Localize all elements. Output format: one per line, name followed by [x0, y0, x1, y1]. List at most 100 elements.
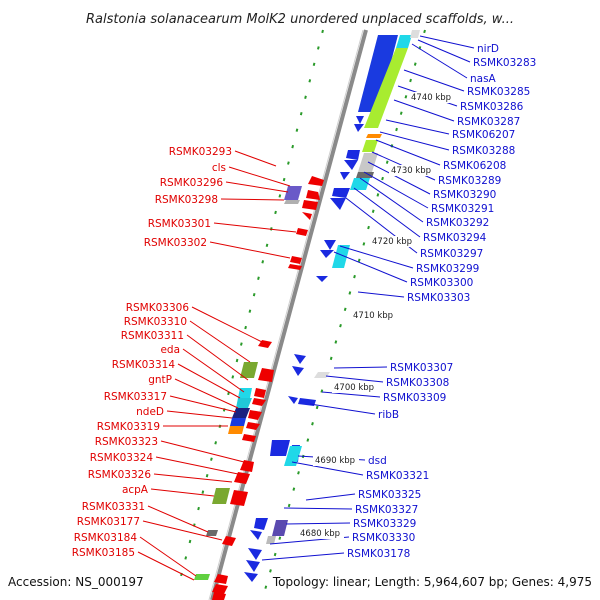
genome-backbone: [210, 29, 368, 600]
right-connector-line: [417, 39, 471, 63]
topology-summary: Topology: linear; Length: 5,964,607 bp; …: [272, 575, 592, 589]
gene-label-right[interactable]: RSMK03283: [473, 57, 536, 69]
gene-label-right[interactable]: RSMK03292: [426, 217, 489, 229]
gene-label-left[interactable]: ndeD: [136, 406, 164, 418]
gene-label-left[interactable]: RSMK03326: [88, 469, 152, 481]
right-connector-line: [309, 403, 376, 415]
left-connector-line: [166, 410, 233, 419]
gene-label-right[interactable]: RSMK03178: [347, 548, 410, 560]
track-left-ticks: [179, 29, 324, 581]
right-connector-line: [291, 461, 364, 476]
right-connector-line: [363, 171, 429, 209]
left-connector-line: [153, 473, 233, 483]
gene-label-right[interactable]: RSMK06207: [452, 129, 515, 141]
gene-label-right[interactable]: RSMK03291: [431, 203, 494, 215]
right-connector-line: [393, 99, 455, 122]
gene-label-left[interactable]: RSMK03302: [144, 237, 207, 249]
gene-label-right[interactable]: RSMK06208: [443, 160, 506, 172]
left-connector-line: [174, 378, 239, 409]
gene-label-right[interactable]: RSMK03286: [460, 101, 524, 113]
left-connector-line: [177, 363, 241, 399]
gene-label-right[interactable]: RSMK03297: [420, 248, 483, 260]
position-tick-label: 4690 kbp: [315, 456, 355, 466]
right-connector-line: [385, 119, 450, 135]
gene-label-right[interactable]: RSMK03329: [353, 518, 416, 530]
left-connector-line: [228, 166, 291, 187]
right-connector-line: [359, 177, 424, 223]
forward-strand-genes: [266, 30, 420, 544]
tick-label-bg: [409, 92, 455, 103]
gene-label-right[interactable]: RSMK03300: [410, 277, 473, 289]
gene-label-right[interactable]: nasA: [470, 73, 497, 85]
right-connector-line: [367, 161, 431, 195]
tick-label-bg: [351, 310, 397, 321]
gene-label-left[interactable]: RSMK03301: [148, 218, 211, 230]
gene-label-left[interactable]: eda: [160, 344, 180, 356]
gene-label-right[interactable]: RSMK03309: [383, 392, 446, 404]
gene-label-left[interactable]: RSMK03311: [121, 330, 184, 342]
gene-label-right[interactable]: RSMK03325: [358, 489, 421, 501]
gene-label-left[interactable]: RSMK03317: [104, 391, 167, 403]
left-connector-line: [191, 306, 263, 343]
left-connector-line: [189, 320, 251, 363]
left-label-connectors: [137, 150, 297, 581]
left-connector-line: [169, 395, 237, 413]
left-connector-line: [160, 440, 245, 463]
right-connector-line: [333, 251, 408, 283]
gene-label-left[interactable]: RSMK03296: [160, 177, 224, 189]
left-gene-labels: RSMK03293 cls RSMK03296 RSMK03298 RSMK03301 R…: [72, 146, 232, 559]
gene-label-left[interactable]: RSMK03306: [126, 302, 190, 314]
gene-label-right[interactable]: RSMK03285: [467, 86, 530, 98]
gene-label-left[interactable]: RSMK03185: [72, 547, 135, 559]
gene-label-left[interactable]: RSMK03314: [112, 359, 176, 371]
reverse-strand-genes: [194, 186, 302, 580]
gene-label-left[interactable]: RSMK03177: [77, 516, 140, 528]
left-connector-line: [137, 551, 195, 581]
gene-label-right[interactable]: RSMK03308: [386, 377, 449, 389]
gene-label-right[interactable]: RSMK03307: [390, 362, 453, 374]
gene-label-left[interactable]: RSMK03184: [74, 532, 138, 544]
right-connector-line: [325, 375, 384, 383]
gene-label-left[interactable]: RSMK03331: [82, 501, 145, 513]
left-connector-line: [220, 198, 285, 201]
gene-label-right[interactable]: dsd: [368, 455, 387, 467]
gene-label-right[interactable]: RSMK03330: [352, 532, 415, 544]
left-connector-line: [147, 505, 209, 533]
gene-label-left[interactable]: cls: [212, 162, 226, 174]
left-connector-line: [150, 488, 215, 497]
gene-label-left[interactable]: RSMK03319: [97, 421, 160, 433]
gene-label-left[interactable]: acpA: [122, 484, 149, 496]
track-right-ticks: [264, 29, 426, 591]
gene-label-right[interactable]: ribB: [378, 409, 399, 421]
gene-label-right[interactable]: RSMK03299: [416, 263, 479, 275]
left-connector-line: [213, 222, 297, 233]
tick-label-bg: [332, 382, 378, 393]
right-label-connectors: [261, 35, 475, 561]
gene-label-right[interactable]: RSMK03290: [433, 189, 496, 201]
gene-label-right[interactable]: RSMK03288: [452, 145, 515, 157]
position-ticks: 4740 kbp 4730 kbp 4720 kbp 4710 kbp 4700 kbp…: [298, 92, 455, 539]
tick-label-bg: [370, 236, 416, 247]
position-tick-label: 4700 kbp: [334, 383, 374, 393]
gene-label-left[interactable]: RSMK03293: [169, 146, 232, 158]
gene-label-right[interactable]: RSMK03303: [407, 292, 470, 304]
gene-label-right[interactable]: nirD: [477, 43, 499, 55]
gene-label-left[interactable]: gntP: [148, 374, 172, 386]
gene-label-right[interactable]: RSMK03294: [423, 232, 487, 244]
tick-label-bg: [313, 455, 359, 466]
right-connector-line: [333, 366, 388, 369]
left-connector-line: [186, 334, 249, 381]
gene-label-right[interactable]: RSMK03287: [457, 116, 520, 128]
position-tick-label: 4740 kbp: [411, 93, 451, 103]
right-connector-line: [379, 131, 450, 151]
gene-label-left[interactable]: RSMK03298: [155, 194, 218, 206]
gene-label-left[interactable]: RSMK03324: [90, 452, 154, 464]
gene-label-right[interactable]: RSMK03327: [355, 504, 418, 516]
gene-label-left[interactable]: RSMK03310: [124, 316, 187, 328]
gene-label-right[interactable]: RSMK03321: [366, 470, 429, 482]
gene-label-right[interactable]: RSMK03289: [438, 175, 501, 187]
gene-label-left[interactable]: RSMK03323: [95, 436, 158, 448]
right-connector-line: [339, 245, 414, 269]
